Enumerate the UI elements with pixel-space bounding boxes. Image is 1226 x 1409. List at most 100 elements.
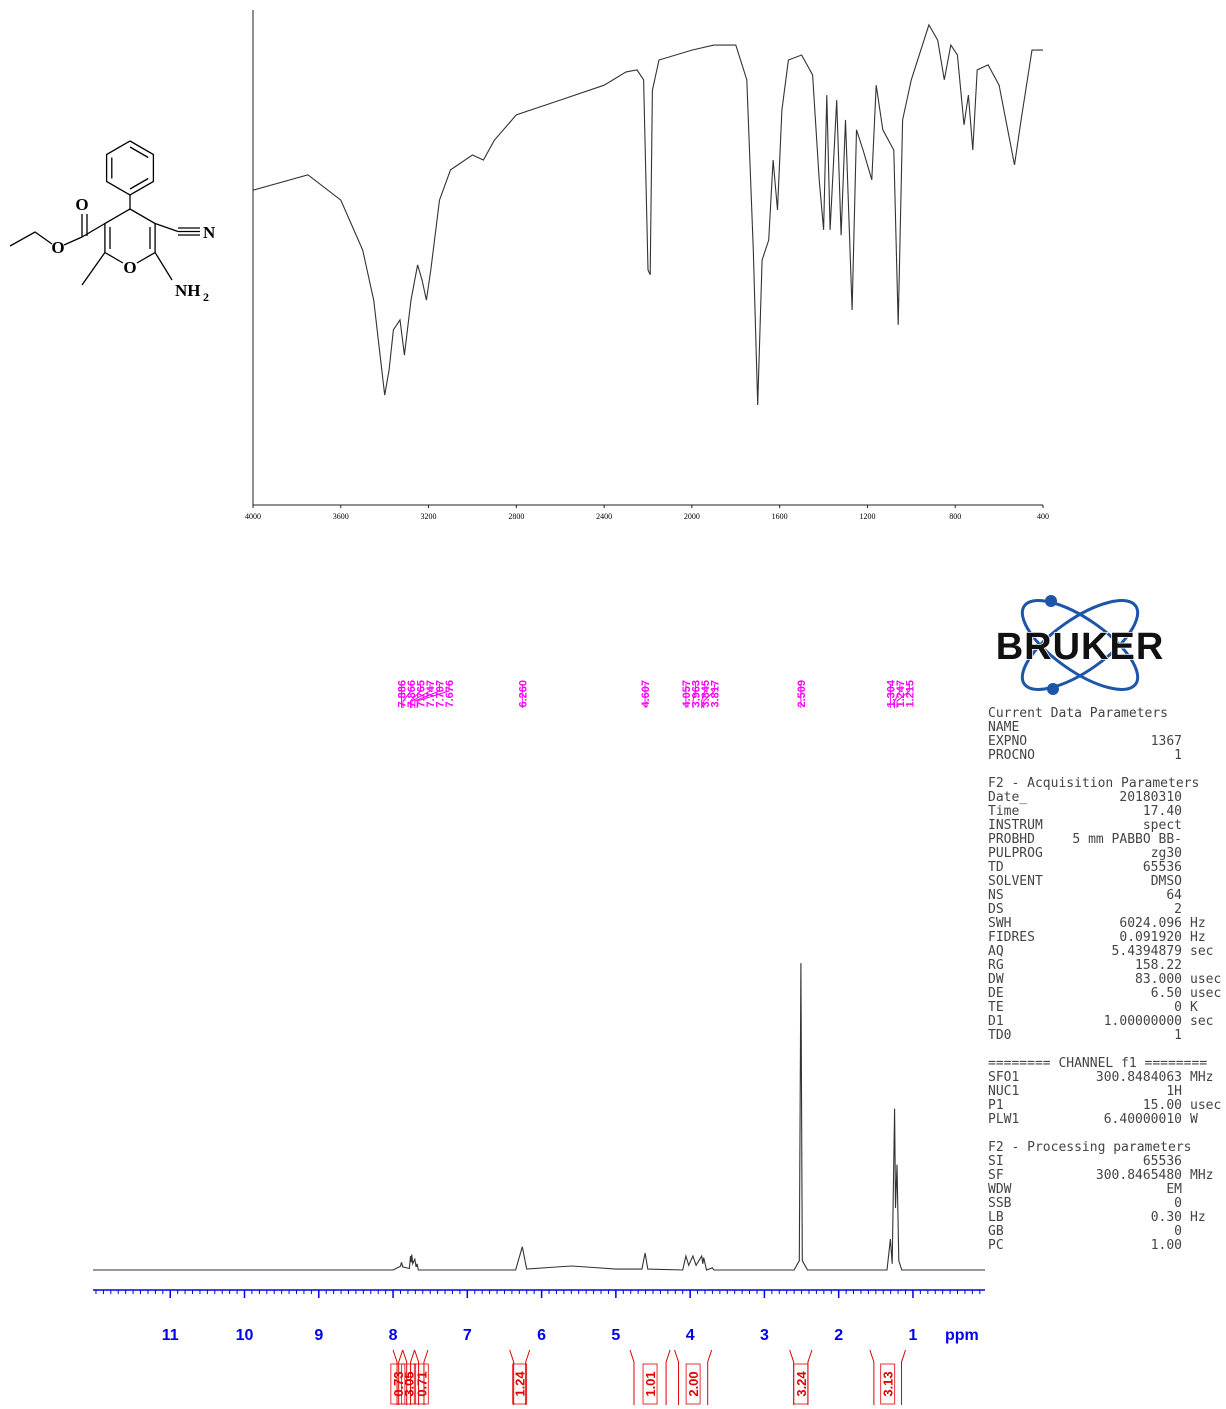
param-unit: usec	[1190, 1098, 1221, 1113]
param-key: TD0	[988, 1028, 1011, 1043]
param-value: zg30	[1151, 846, 1182, 861]
peak-connector	[701, 684, 706, 708]
param-key: TD	[988, 860, 1004, 875]
x-tick-label: 1600	[772, 512, 788, 521]
peak-connector	[416, 684, 450, 708]
logo-orbit	[1020, 599, 1140, 691]
x-tick-label: 2000	[684, 512, 700, 521]
param-value: 0	[1174, 1000, 1182, 1015]
param-key: NUC1	[988, 1084, 1019, 1099]
integral-bracket	[414, 1349, 429, 1405]
param-value: 65536	[1143, 1154, 1182, 1169]
param-value: 5 mm PABBO BB-	[1072, 832, 1182, 847]
param-unit: W	[1190, 1112, 1198, 1127]
param-key: EXPNO	[988, 734, 1027, 749]
atom-label: NH	[175, 281, 201, 300]
param-value: 1	[1174, 1028, 1182, 1043]
x-tick-label: 3	[760, 1327, 769, 1344]
param-key: SWH	[988, 916, 1011, 931]
param-key: NS	[988, 888, 1004, 903]
spectrum-line	[93, 963, 985, 1271]
param-key: RG	[988, 958, 1004, 973]
param-unit: usec	[1190, 986, 1221, 1001]
param-unit: sec	[1190, 944, 1213, 959]
peak-label: 7.886	[397, 680, 409, 708]
param-key: PULPROG	[988, 846, 1043, 861]
param-key: SI	[988, 1154, 1004, 1169]
param-value: 64	[1166, 888, 1182, 903]
param-value: 15.00	[1143, 1098, 1182, 1113]
integral-label: 0.71	[414, 1371, 429, 1396]
atom-label: 2	[203, 290, 209, 304]
param-value: 1367	[1151, 734, 1182, 749]
param-value: 300.8465480	[1096, 1168, 1182, 1183]
param-value: 0.30	[1151, 1210, 1182, 1225]
peak-connector	[896, 684, 910, 708]
param-key: D1	[988, 1014, 1004, 1029]
x-tick-label: 8	[389, 1327, 398, 1344]
param-value: 5.4394879	[1112, 944, 1182, 959]
param-key: INSTRUM	[988, 818, 1043, 833]
integral-bracket	[629, 1349, 671, 1405]
x-tick-label: 2400	[596, 512, 612, 521]
param-value: 17.40	[1143, 804, 1182, 819]
x-tick-label: 4000	[245, 512, 261, 521]
integral-box	[401, 1363, 417, 1405]
param-heading: F2 - Acquisition Parameters	[988, 776, 1199, 791]
param-key: SFO1	[988, 1070, 1019, 1085]
param-value: 1H	[1166, 1084, 1182, 1099]
param-unit: MHz	[1190, 1070, 1213, 1085]
integral-label: 1.01	[643, 1371, 658, 1396]
param-key: NAME	[988, 720, 1019, 735]
peak-connector	[703, 684, 715, 708]
param-heading: ======== CHANNEL f1 ========	[988, 1056, 1207, 1071]
bonds	[9, 140, 200, 286]
param-heading: Current Data Parameters	[988, 706, 1168, 721]
integral-box	[512, 1363, 528, 1405]
param-value: 6024.096	[1119, 916, 1182, 931]
param-value: 0.091920	[1119, 930, 1182, 945]
molecule: O O N O NH 2	[9, 140, 216, 304]
atom-label: O	[51, 238, 64, 257]
param-value: 6.50	[1151, 986, 1182, 1001]
x-axis-label: ppm	[945, 1327, 979, 1344]
peak-connector	[410, 684, 422, 708]
param-value: 158.22	[1135, 958, 1182, 973]
param-unit: K	[1190, 1000, 1198, 1015]
param-key: TE	[988, 1000, 1004, 1015]
param-unit: Hz	[1190, 1210, 1206, 1225]
param-value: DMSO	[1151, 874, 1182, 889]
param-key: SOLVENT	[988, 874, 1043, 889]
param-key: PLW1	[988, 1112, 1019, 1127]
param-unit: Hz	[1190, 930, 1206, 945]
param-key: Date_	[988, 790, 1027, 805]
peak-label: 3.845	[700, 680, 712, 708]
param-key: SSB	[988, 1196, 1012, 1211]
x-tick-label: 800	[949, 512, 961, 521]
integral-box	[390, 1363, 406, 1405]
param-key: FIDRES	[988, 930, 1035, 945]
param-value: 6.40000010	[1104, 1112, 1182, 1127]
peak-connector	[692, 684, 696, 708]
integral-label: 3.24	[794, 1371, 809, 1397]
integral-label: 3.05	[402, 1371, 417, 1396]
integral-box	[642, 1363, 658, 1405]
integral-bracket	[509, 1349, 531, 1405]
logo-dot	[1047, 683, 1059, 695]
integral-bracket	[869, 1349, 907, 1405]
param-value: 300.8484063	[1096, 1070, 1182, 1085]
atom-label: O	[75, 195, 88, 214]
x-tick-label: 4	[686, 1327, 695, 1344]
param-value: 1	[1174, 748, 1182, 763]
peak-label: 3.817	[709, 680, 721, 708]
peak-connector	[402, 684, 412, 708]
peak-label: 1.215	[904, 680, 916, 708]
param-value: 2	[1174, 902, 1182, 917]
integral-label: 3.13	[881, 1371, 896, 1396]
x-tick-label: 2800	[508, 512, 524, 521]
param-value: 0	[1174, 1224, 1182, 1239]
x-tick-label: 1200	[859, 512, 875, 521]
param-value: 83.000	[1135, 972, 1182, 987]
x-tick-label: 6	[537, 1327, 546, 1344]
